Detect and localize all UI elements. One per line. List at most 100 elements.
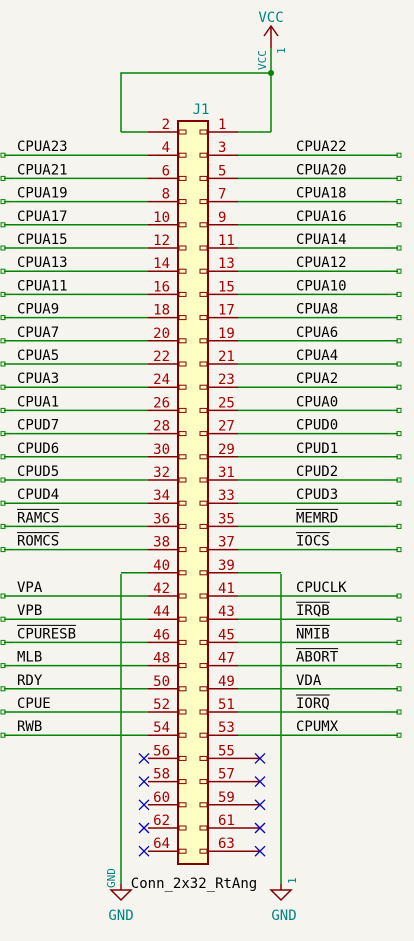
pin-socket-5 bbox=[199, 175, 208, 181]
gnd-power-symbol-left[interactable]: GND GND bbox=[105, 868, 134, 924]
pin-number-44: 44 bbox=[153, 604, 170, 620]
net-label-cpua12[interactable]: CPUA12 bbox=[296, 255, 347, 271]
pin-socket-61 bbox=[199, 825, 208, 831]
net-label-cpua11[interactable]: CPUA11 bbox=[17, 278, 68, 294]
pin-socket-42 bbox=[178, 593, 187, 599]
net-label-cpua16[interactable]: CPUA16 bbox=[296, 209, 347, 225]
net-flag-mlb bbox=[0, 663, 6, 669]
net-label-cpua22[interactable]: CPUA22 bbox=[296, 139, 347, 155]
net-label-irqb[interactable]: IRQB bbox=[296, 603, 330, 619]
pin-socket-45 bbox=[199, 639, 208, 645]
net-flag-iocs bbox=[396, 547, 402, 553]
net-label-cpua8[interactable]: CPUA8 bbox=[296, 302, 338, 318]
net-label-cpua5[interactable]: CPUA5 bbox=[17, 348, 59, 364]
net-label-rwb[interactable]: RWB bbox=[17, 719, 42, 735]
net-label-cpua0[interactable]: CPUA0 bbox=[296, 394, 338, 410]
net-flag-cpua5 bbox=[0, 361, 6, 367]
net-flag-cpua15 bbox=[0, 245, 6, 251]
pin-number-20: 20 bbox=[153, 326, 170, 342]
net-label-rdy[interactable]: RDY bbox=[17, 673, 43, 689]
pin-socket-62 bbox=[178, 825, 187, 831]
net-label-nmib[interactable]: NMIB bbox=[296, 626, 330, 642]
net-flag-nmib bbox=[396, 639, 402, 645]
net-label-cpuresb[interactable]: CPURESB bbox=[17, 626, 76, 642]
pin-number-9: 9 bbox=[218, 210, 226, 226]
net-label-vpb[interactable]: VPB bbox=[17, 603, 42, 619]
net-label-vda[interactable]: VDA bbox=[296, 673, 322, 689]
gnd-left-pin-name: GND bbox=[105, 868, 118, 888]
no-connect-64-b bbox=[138, 845, 150, 857]
net-label-iorq[interactable]: IORQ bbox=[296, 696, 330, 712]
net-label-cpuclk[interactable]: CPUCLK bbox=[296, 580, 347, 596]
net-label-cpumx[interactable]: CPUMX bbox=[296, 719, 339, 735]
net-label-cpud0[interactable]: CPUD0 bbox=[296, 418, 338, 434]
net-label-cpua2[interactable]: CPUA2 bbox=[296, 371, 338, 387]
pin-number-36: 36 bbox=[153, 511, 170, 527]
net-label-cpua14[interactable]: CPUA14 bbox=[296, 232, 347, 248]
vcc-pin-name: VCC bbox=[256, 50, 269, 70]
net-label-cpua9[interactable]: CPUA9 bbox=[17, 302, 59, 318]
net-label-cpua7[interactable]: CPUA7 bbox=[17, 325, 59, 341]
pin-number-41: 41 bbox=[218, 581, 235, 597]
pin-socket-58 bbox=[178, 779, 187, 785]
pin-number-52: 52 bbox=[153, 697, 170, 713]
gnd-power-symbol-right[interactable]: GND 1 bbox=[269, 877, 299, 924]
net-label-romcs[interactable]: ROMCS bbox=[17, 534, 59, 550]
net-flag-cpua0 bbox=[396, 407, 402, 413]
pin-number-54: 54 bbox=[153, 720, 170, 736]
pin-number-12: 12 bbox=[153, 233, 170, 249]
net-flag-cpua19 bbox=[0, 199, 6, 205]
pin-socket-17 bbox=[199, 315, 208, 321]
net-label-cpue[interactable]: CPUE bbox=[17, 696, 51, 712]
net-label-vpa[interactable]: VPA bbox=[17, 580, 43, 596]
net-label-iocs[interactable]: IOCS bbox=[296, 534, 330, 550]
net-label-ramcs[interactable]: RAMCS bbox=[17, 510, 59, 526]
net-label-cpua1[interactable]: CPUA1 bbox=[17, 394, 59, 410]
net-flag-cpua4 bbox=[396, 361, 402, 367]
net-label-cpud5[interactable]: CPUD5 bbox=[17, 464, 59, 480]
net-label-cpua10[interactable]: CPUA10 bbox=[296, 278, 347, 294]
net-label-cpud7[interactable]: CPUD7 bbox=[17, 418, 59, 434]
vcc-wire-loop bbox=[120, 48, 274, 132]
net-label-cpud6[interactable]: CPUD6 bbox=[17, 441, 59, 457]
net-label-cpua6[interactable]: CPUA6 bbox=[296, 325, 338, 341]
pin-number-13: 13 bbox=[218, 256, 235, 272]
net-label-cpua20[interactable]: CPUA20 bbox=[296, 162, 347, 178]
net-label-cpua19[interactable]: CPUA19 bbox=[17, 186, 68, 202]
connector-body[interactable] bbox=[177, 120, 209, 865]
net-label-cpua23[interactable]: CPUA23 bbox=[17, 139, 68, 155]
pin-socket-41 bbox=[199, 593, 208, 599]
net-label-cpua3[interactable]: CPUA3 bbox=[17, 371, 59, 387]
pin-number-14: 14 bbox=[153, 256, 170, 272]
net-label-cpud2[interactable]: CPUD2 bbox=[296, 464, 338, 480]
net-label-memrd[interactable]: MEMRD bbox=[296, 510, 338, 526]
net-label-cpua15[interactable]: CPUA15 bbox=[17, 232, 68, 248]
pin-number-49: 49 bbox=[218, 674, 235, 690]
net-label-cpua13[interactable]: CPUA13 bbox=[17, 255, 68, 271]
pin-socket-19 bbox=[199, 338, 208, 344]
component-reference: J1 bbox=[193, 102, 210, 118]
pin-number-56: 56 bbox=[153, 743, 170, 759]
net-label-cpua21[interactable]: CPUA21 bbox=[17, 162, 68, 178]
net-label-cpud3[interactable]: CPUD3 bbox=[296, 487, 338, 503]
pin-socket-52 bbox=[178, 709, 187, 715]
net-flag-cpud1 bbox=[396, 454, 402, 460]
pin-socket-20 bbox=[178, 338, 187, 344]
pin-number-32: 32 bbox=[153, 465, 170, 481]
net-label-abort[interactable]: ABORT bbox=[296, 650, 339, 666]
pin-number-34: 34 bbox=[153, 488, 170, 504]
net-label-cpua18[interactable]: CPUA18 bbox=[296, 186, 347, 202]
pin-socket-3 bbox=[199, 152, 208, 158]
net-label-cpua17[interactable]: CPUA17 bbox=[17, 209, 68, 225]
pin-socket-16 bbox=[178, 291, 187, 297]
pin-number-46: 46 bbox=[153, 627, 170, 643]
net-label-cpua4[interactable]: CPUA4 bbox=[296, 348, 338, 364]
pin-number-27: 27 bbox=[218, 419, 235, 435]
net-label-mlb[interactable]: MLB bbox=[17, 650, 42, 666]
net-flag-cpua21 bbox=[0, 175, 6, 181]
vcc-power-symbol[interactable]: VCC VCC 1 bbox=[256, 10, 288, 70]
net-flag-romcs bbox=[0, 547, 6, 553]
net-label-cpud1[interactable]: CPUD1 bbox=[296, 441, 338, 457]
net-flag-cpua6 bbox=[396, 338, 402, 344]
net-label-cpud4[interactable]: CPUD4 bbox=[17, 487, 59, 503]
